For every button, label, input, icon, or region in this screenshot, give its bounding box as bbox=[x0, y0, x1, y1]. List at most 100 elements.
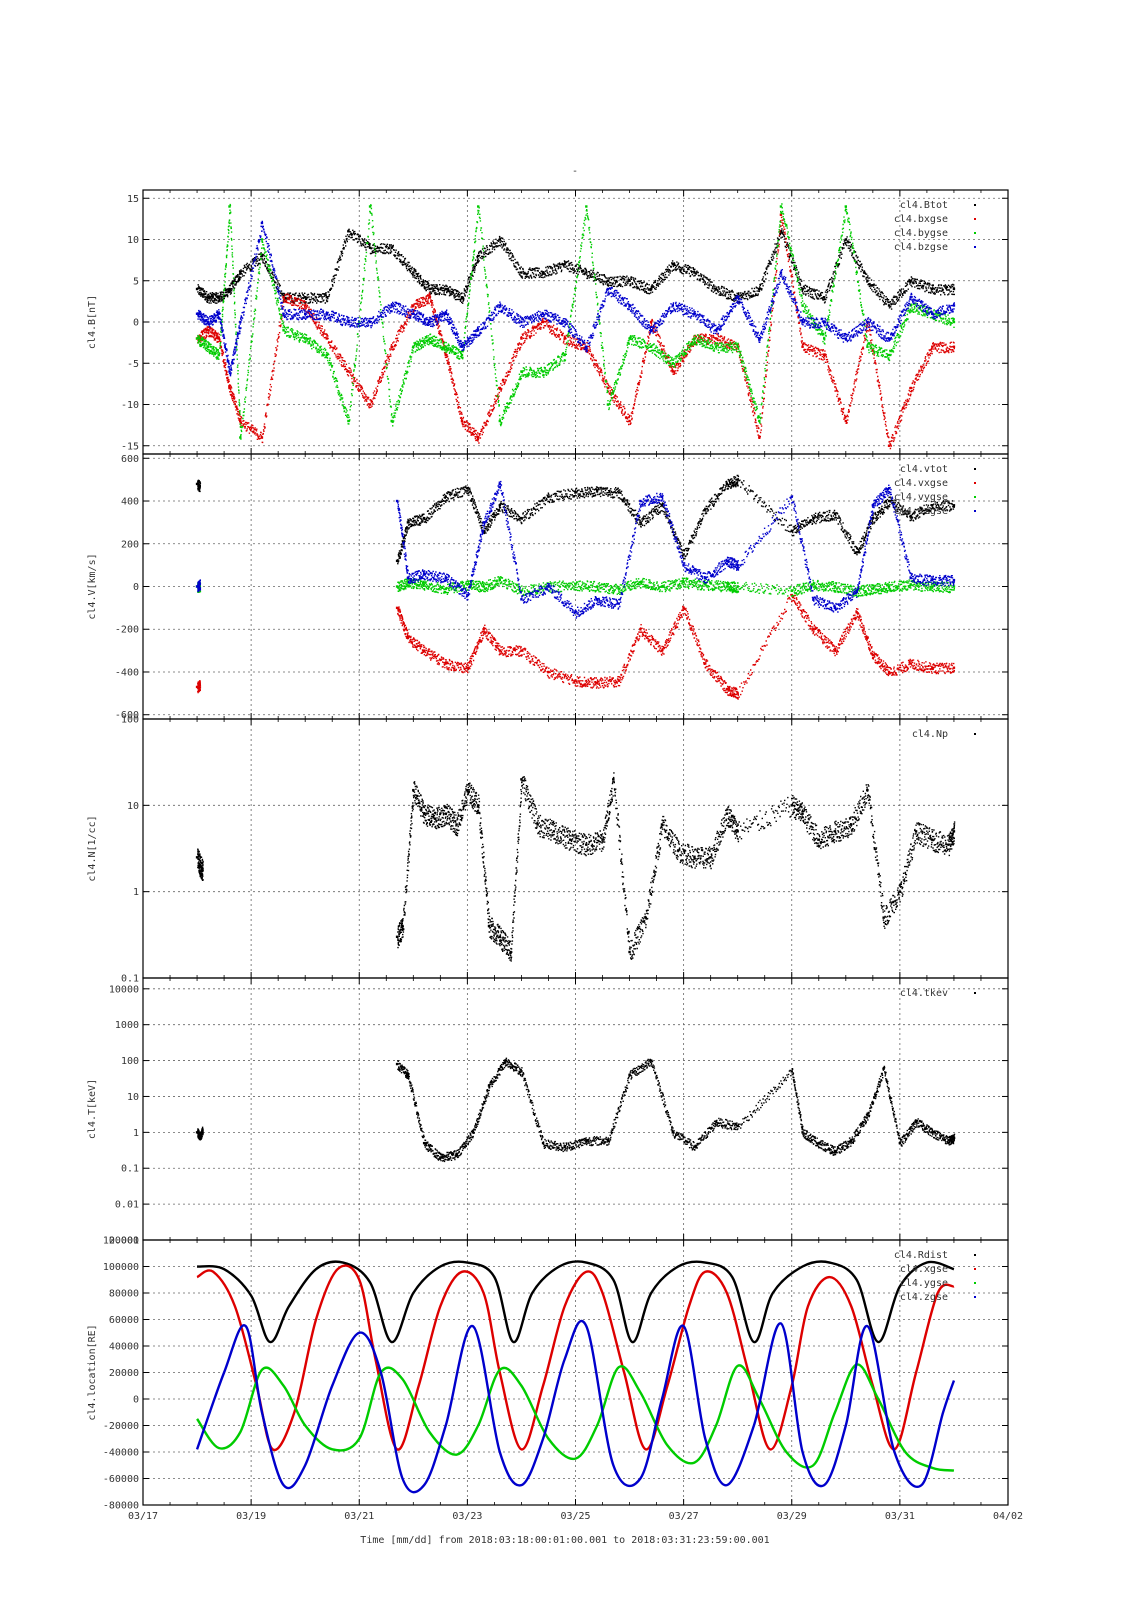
y-tick-label: 60000 bbox=[109, 1315, 139, 1326]
data-point bbox=[833, 1149, 837, 1153]
y-tick-label: 15 bbox=[127, 194, 139, 205]
y-tick-label: 0.001 bbox=[109, 1236, 139, 1247]
data-point bbox=[395, 559, 399, 563]
data-point bbox=[682, 581, 685, 584]
data-point bbox=[504, 1059, 507, 1062]
data-point bbox=[628, 279, 631, 282]
data-point bbox=[801, 304, 804, 307]
y-tick-label: -80000 bbox=[103, 1501, 139, 1512]
data-point bbox=[303, 296, 307, 299]
legend-marker bbox=[974, 992, 976, 994]
y-tick-label: 0 bbox=[133, 582, 139, 593]
y-tick-label: -5 bbox=[127, 359, 139, 370]
y-axis-label: cl4.B[nT] bbox=[87, 295, 98, 349]
data-point bbox=[552, 830, 556, 833]
legend-marker bbox=[974, 733, 976, 735]
y-tick-label: 10 bbox=[127, 235, 139, 246]
legend-label: cl4.bygse bbox=[894, 228, 948, 239]
data-point bbox=[850, 823, 853, 826]
data-point bbox=[952, 345, 956, 348]
data-point bbox=[790, 804, 793, 807]
x-tick-label: 03/25 bbox=[560, 1511, 590, 1522]
plot-area bbox=[195, 772, 956, 962]
data-point bbox=[693, 856, 696, 859]
data-point bbox=[325, 353, 329, 357]
data-point bbox=[433, 817, 437, 820]
data-point bbox=[498, 935, 502, 939]
legend-marker bbox=[974, 218, 976, 220]
y-tick-label: 120000 bbox=[103, 1236, 139, 1247]
data-point bbox=[931, 1131, 934, 1134]
data-point bbox=[460, 419, 464, 423]
data-point bbox=[606, 386, 610, 390]
data-point bbox=[303, 312, 307, 315]
data-point bbox=[844, 419, 848, 423]
legend-label: cl4.xgse bbox=[900, 1264, 948, 1275]
data-point bbox=[725, 585, 729, 588]
data-point bbox=[303, 337, 307, 340]
data-point bbox=[195, 685, 199, 689]
series-cl4-bzgse bbox=[195, 220, 956, 377]
data-point bbox=[909, 279, 912, 282]
legend-marker bbox=[974, 482, 976, 484]
y-tick-label: 600 bbox=[121, 454, 139, 465]
panel-5: 03/17 03/19 03/21 03/23 03/25 03/27 03/29 03/31… bbox=[87, 1236, 1023, 1523]
data-point bbox=[395, 606, 399, 610]
data-point bbox=[195, 482, 199, 486]
data-point bbox=[866, 345, 869, 348]
x-tick-label: 03/21 bbox=[344, 1511, 374, 1522]
data-point bbox=[595, 489, 599, 492]
data-point bbox=[855, 610, 858, 614]
plot-area bbox=[195, 1260, 956, 1494]
legend-marker bbox=[974, 510, 976, 512]
y-tick-label: 80000 bbox=[109, 1289, 139, 1300]
data-point bbox=[871, 653, 875, 657]
data-point bbox=[952, 666, 956, 669]
data-point bbox=[833, 830, 837, 833]
data-point bbox=[585, 205, 588, 208]
data-point bbox=[812, 628, 815, 631]
data-point bbox=[887, 499, 891, 503]
data-point bbox=[217, 312, 220, 315]
data-point bbox=[617, 491, 620, 494]
data-point bbox=[882, 916, 885, 919]
data-point bbox=[952, 504, 956, 507]
legend-marker bbox=[974, 468, 976, 470]
data-point bbox=[282, 296, 285, 299]
y-tick-label: 400 bbox=[121, 497, 139, 508]
y-axis-label: cl4.N[1/cc] bbox=[87, 815, 98, 881]
legend-label: cl4.tkev bbox=[900, 988, 948, 999]
x-tick-label: 03/23 bbox=[452, 1511, 482, 1522]
data-point bbox=[412, 304, 415, 307]
data-point bbox=[260, 254, 264, 258]
data-point bbox=[801, 320, 804, 324]
data-point bbox=[195, 585, 199, 588]
legend-marker bbox=[974, 496, 976, 498]
data-point bbox=[790, 589, 793, 592]
data-point bbox=[855, 551, 858, 554]
data-point bbox=[444, 576, 447, 580]
data-point bbox=[541, 312, 545, 315]
y-tick-label: 0 bbox=[133, 1395, 139, 1406]
data-point bbox=[801, 345, 804, 348]
series-cl4-tkev bbox=[195, 1057, 956, 1163]
data-point bbox=[390, 345, 393, 348]
data-point bbox=[195, 312, 199, 315]
data-point bbox=[822, 353, 826, 357]
series-line bbox=[196, 1264, 955, 1452]
data-point bbox=[195, 856, 199, 859]
data-point bbox=[887, 353, 891, 357]
x-tick-label: 04/02 bbox=[993, 1511, 1023, 1522]
data-point bbox=[649, 1059, 653, 1062]
data-point bbox=[520, 649, 523, 652]
data-point bbox=[585, 345, 588, 348]
data-point bbox=[601, 838, 604, 841]
data-point bbox=[260, 238, 264, 241]
data-point bbox=[952, 287, 956, 291]
data-point bbox=[347, 419, 350, 423]
legend-label: cl4.ygse bbox=[900, 1278, 948, 1289]
data-point bbox=[671, 263, 675, 266]
data-point bbox=[563, 263, 566, 266]
y-tick-label: 10000 bbox=[109, 984, 139, 995]
